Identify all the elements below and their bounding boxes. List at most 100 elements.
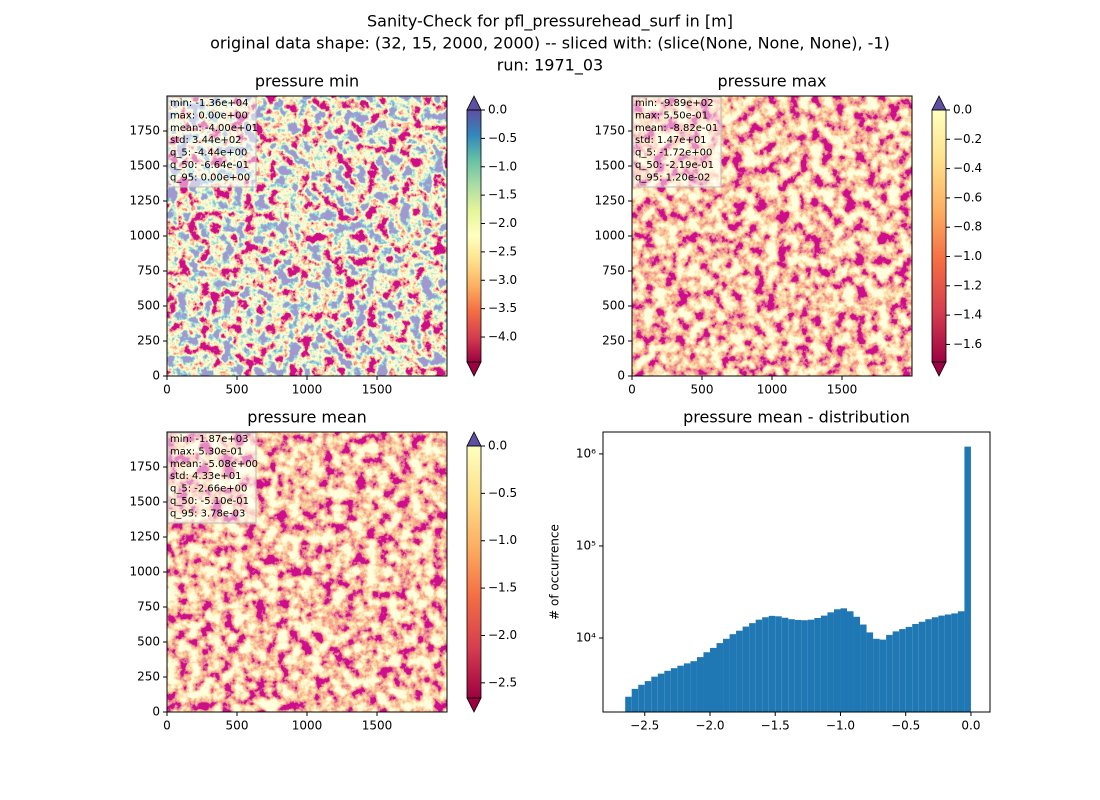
y-tick-label: 1500 — [129, 495, 160, 509]
colorbar-tick-label: −0.5 — [488, 486, 517, 500]
stats-background — [632, 96, 722, 188]
histogram-bar — [860, 624, 867, 712]
colorbar-tick-label: −3.0 — [488, 273, 517, 287]
colorbar — [467, 110, 481, 362]
y-tick-label: 1750 — [129, 124, 160, 138]
colorbar-tick-label: −1.6 — [953, 337, 982, 351]
stats-line: q_95: 1.20e-02 — [635, 172, 710, 183]
colorbar — [932, 110, 946, 362]
stats-line: max: 5.30e-01 — [170, 446, 243, 457]
colorbar-tick-label: −2.5 — [488, 244, 517, 258]
histogram-bar — [833, 609, 841, 712]
y-tick-label: 10⁵ — [576, 538, 596, 552]
colorbar-tick-label: −2.5 — [488, 675, 517, 689]
histogram-bar — [846, 611, 854, 712]
colorbar-tick-label: −3.5 — [488, 301, 517, 315]
y-tick-label: 750 — [602, 264, 625, 278]
histogram-bar — [873, 638, 880, 712]
x-tick-label: −2.5 — [630, 719, 659, 733]
stats-background — [167, 96, 257, 188]
histogram-bar — [892, 631, 900, 712]
x-tick-label: 0 — [628, 383, 636, 397]
y-tick-label: 0 — [152, 705, 160, 719]
x-tick-label: 500 — [226, 383, 249, 397]
histogram-bar — [899, 629, 906, 712]
suptitle: run: 1971_03 — [497, 56, 603, 76]
colorbar-tick-label: −1.5 — [488, 581, 517, 595]
histogram-bar — [631, 688, 639, 712]
histogram-bar — [788, 619, 795, 712]
histogram-bar — [638, 684, 645, 712]
y-tick-label: 10⁴ — [576, 630, 596, 644]
colorbar-tick-label: −1.0 — [953, 249, 982, 263]
y-tick-label: 1000 — [129, 229, 160, 243]
histogram-bar — [755, 619, 763, 712]
colorbar-tick-label: −0.6 — [953, 190, 982, 204]
x-tick-label: 500 — [226, 719, 249, 733]
x-tick-label: 1500 — [362, 719, 393, 733]
histogram-bar — [918, 621, 926, 712]
stats-line: q_50: -6.64e-01 — [170, 160, 249, 171]
y-tick-label: 1250 — [129, 530, 160, 544]
stats-line: q_50: -2.19e-01 — [635, 160, 714, 171]
stats-line: std: 4.33e+01 — [170, 471, 242, 482]
colorbar-tick-label: −1.0 — [488, 159, 517, 173]
colorbar-frame — [931, 109, 947, 363]
axes-title: pressure mean — [247, 408, 367, 427]
histogram-bar — [651, 676, 658, 712]
suptitle: original data shape: (32, 15, 2000, 2000… — [210, 34, 890, 53]
stats-line: q_95: 3.78e-03 — [170, 508, 245, 519]
colorbar-tick-label: −1.2 — [953, 278, 982, 292]
colorbar-tick-label: −2.0 — [488, 216, 517, 230]
y-tick-label: 1000 — [594, 229, 625, 243]
histogram-bar — [683, 663, 691, 712]
x-tick-label: 1000 — [757, 383, 788, 397]
colorbar-tick-label: −0.8 — [953, 220, 982, 234]
stats-line: min: -1.36e+04 — [170, 98, 249, 109]
colorbar-frame — [466, 445, 482, 699]
y-tick-label: 10⁶ — [576, 446, 596, 460]
histogram-bar — [925, 619, 932, 712]
histogram-bar — [853, 616, 861, 712]
x-tick-label: −1.5 — [761, 719, 790, 733]
stats-line: max: 5.50e-01 — [635, 110, 708, 121]
x-tick-label: 0 — [163, 383, 171, 397]
y-tick-label: 0 — [617, 369, 625, 383]
colorbar-tick-label: −0.4 — [953, 161, 982, 175]
stats-line: mean: -4.00e+01 — [170, 123, 258, 134]
y-tick-label: 1250 — [129, 194, 160, 208]
histogram-bar — [801, 620, 808, 712]
stats-line: q_5: -4.44e+00 — [170, 148, 247, 159]
histogram-bar — [957, 611, 965, 712]
y-tick-label: 750 — [137, 264, 160, 278]
histogram-bar — [703, 652, 710, 712]
histogram-bar — [866, 632, 874, 712]
y-tick-label: 1750 — [594, 124, 625, 138]
histogram-bar — [644, 681, 652, 712]
histogram-bar — [664, 670, 671, 712]
histogram-bar — [723, 638, 730, 712]
y-tick-label: 1500 — [594, 159, 625, 173]
x-tick-label: −2.0 — [695, 719, 724, 733]
suptitle: Sanity-Check for pfl_pressurehead_surf i… — [367, 12, 733, 32]
colorbar-tick-label: 0.0 — [953, 103, 972, 117]
colorbar-tick-label: −4.0 — [488, 330, 517, 344]
histogram-bar — [807, 619, 815, 712]
histogram-bar — [749, 623, 756, 712]
histogram-bar — [781, 617, 789, 712]
colorbar-frame — [466, 109, 482, 363]
x-tick-label: 1500 — [827, 383, 858, 397]
axes-frame — [602, 431, 991, 713]
x-tick-label: 1000 — [292, 719, 323, 733]
y-tick-label: 500 — [602, 299, 625, 313]
histogram-bar — [912, 623, 919, 712]
colorbar-tick-label: 0.0 — [488, 439, 507, 453]
histogram-bar — [670, 668, 678, 712]
colorbar-tick-label: −0.5 — [488, 131, 517, 145]
histogram-bar — [716, 643, 724, 712]
y-tick-label: 250 — [137, 334, 160, 348]
y-tick-label: 500 — [137, 299, 160, 313]
histogram-bar — [879, 639, 887, 712]
